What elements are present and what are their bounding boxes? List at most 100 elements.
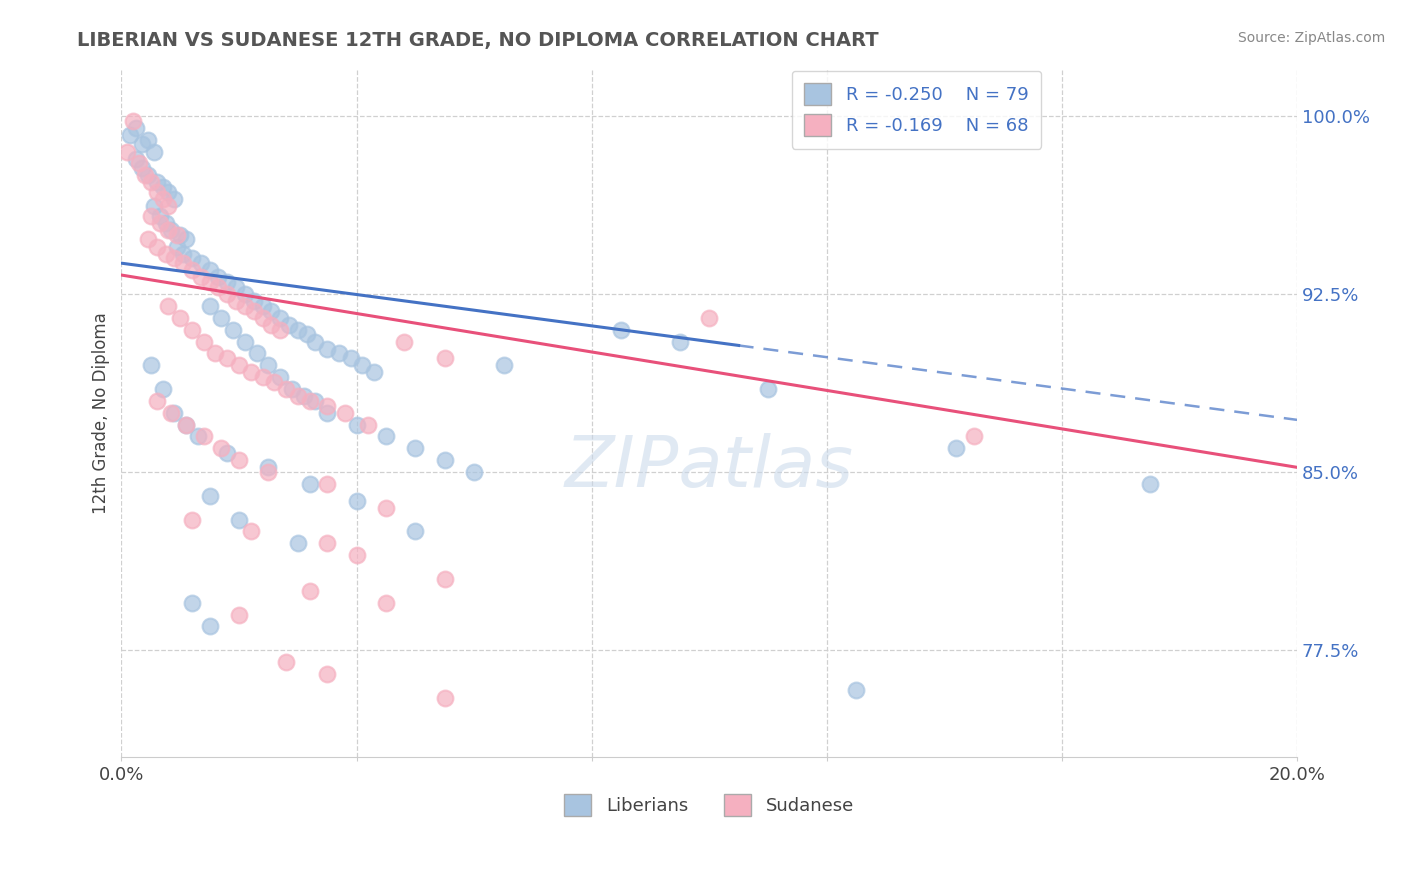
Point [190, 270, 212, 285]
Point [193, 334, 215, 349]
Point [375, 500, 398, 515]
Point [328, 346, 350, 360]
Point [193, 429, 215, 443]
Point [225, 280, 247, 294]
Point [155, 216, 177, 230]
Point [217, 287, 239, 301]
Point [169, 310, 191, 325]
Point [136, 232, 159, 246]
Point [122, 113, 145, 128]
Point [492, 358, 515, 372]
Point [136, 133, 159, 147]
Point [945, 442, 967, 456]
Point [257, 465, 280, 479]
Point [274, 382, 297, 396]
Point [157, 185, 180, 199]
Point [346, 417, 368, 432]
Point [139, 176, 162, 190]
Point [316, 477, 339, 491]
Point [697, 310, 720, 325]
Point [433, 690, 456, 705]
Point [263, 375, 285, 389]
Point [233, 287, 256, 301]
Point [145, 176, 167, 190]
Point [333, 406, 356, 420]
Point [269, 323, 291, 337]
Point [204, 346, 226, 360]
Point [239, 365, 262, 379]
Point [287, 323, 309, 337]
Point [404, 442, 426, 456]
Point [433, 351, 456, 365]
Point [155, 246, 177, 260]
Point [152, 180, 174, 194]
Point [298, 583, 321, 598]
Point [1139, 477, 1161, 491]
Point [433, 572, 456, 586]
Point [392, 334, 415, 349]
Point [125, 152, 148, 166]
Point [404, 524, 426, 539]
Point [157, 223, 180, 237]
Point [172, 246, 194, 260]
Point [242, 294, 264, 309]
Point [145, 239, 167, 253]
Point [316, 666, 339, 681]
Point [174, 417, 197, 432]
Point [166, 239, 188, 253]
Text: ZIPatlas: ZIPatlas [565, 434, 853, 502]
Point [316, 536, 339, 550]
Point [209, 442, 232, 456]
Point [169, 227, 191, 242]
Point [316, 342, 339, 356]
Point [252, 299, 274, 313]
Point [125, 120, 148, 135]
Point [149, 209, 172, 223]
Point [134, 169, 156, 183]
Point [136, 169, 159, 183]
Point [163, 406, 186, 420]
Point [222, 323, 245, 337]
Point [209, 310, 232, 325]
Point [304, 334, 326, 349]
Point [278, 318, 301, 332]
Point [257, 358, 280, 372]
Point [339, 351, 361, 365]
Point [142, 145, 165, 159]
Point [198, 489, 221, 503]
Point [217, 446, 239, 460]
Point [375, 596, 398, 610]
Text: Source: ZipAtlas.com: Source: ZipAtlas.com [1237, 31, 1385, 45]
Text: LIBERIAN VS SUDANESE 12TH GRADE, NO DIPLOMA CORRELATION CHART: LIBERIAN VS SUDANESE 12TH GRADE, NO DIPL… [77, 31, 879, 50]
Point [357, 417, 380, 432]
Point [269, 370, 291, 384]
Point [120, 128, 142, 142]
Point [181, 512, 204, 526]
Point [190, 256, 212, 270]
Point [246, 346, 269, 360]
Point [174, 232, 197, 246]
Point [274, 655, 297, 669]
Point [152, 192, 174, 206]
Point [198, 275, 221, 289]
Point [174, 417, 197, 432]
Point [346, 493, 368, 508]
Point [160, 406, 183, 420]
Y-axis label: 12th Grade, No Diploma: 12th Grade, No Diploma [93, 312, 110, 514]
Point [225, 294, 247, 309]
Point [316, 399, 339, 413]
Point [187, 429, 209, 443]
Point [756, 382, 779, 396]
Point [610, 323, 633, 337]
Point [228, 607, 250, 622]
Point [298, 393, 321, 408]
Point [160, 223, 183, 237]
Point [217, 275, 239, 289]
Point [352, 358, 374, 372]
Point [157, 299, 180, 313]
Point [316, 406, 339, 420]
Point [242, 303, 264, 318]
Point [260, 303, 283, 318]
Point [142, 199, 165, 213]
Point [228, 453, 250, 467]
